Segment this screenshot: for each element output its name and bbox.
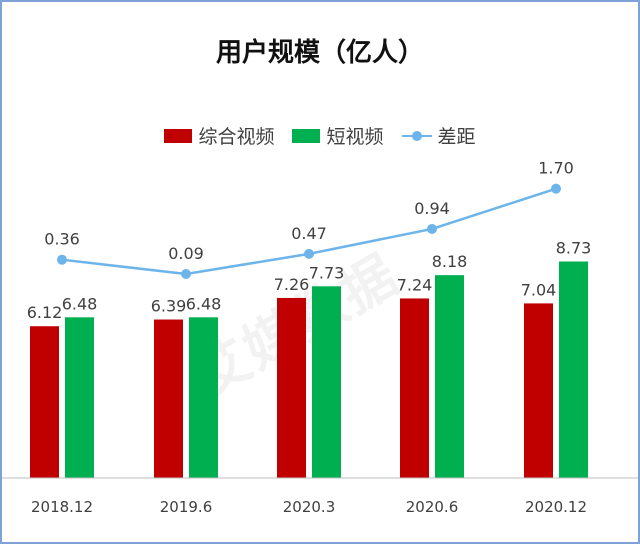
legend-item-comprehensive-video: 综合视频 xyxy=(164,122,274,149)
x-tick-label: 2020.3 xyxy=(283,498,336,516)
data-label-gap: 0.94 xyxy=(414,199,450,218)
legend: 综合视频 短视频 差距 xyxy=(2,122,638,149)
data-label-comprehensive-video: 7.24 xyxy=(397,275,433,294)
data-label-comprehensive-video: 7.26 xyxy=(274,275,310,294)
x-tick-label: 2020.6 xyxy=(406,498,459,516)
data-label-gap: 1.70 xyxy=(538,159,574,178)
x-tick-label: 2018.12 xyxy=(31,498,93,516)
data-label-gap: 0.47 xyxy=(291,224,327,243)
data-label-short-video: 8.18 xyxy=(432,252,468,271)
bar-comprehensive-video xyxy=(277,297,306,478)
bar-comprehensive-video xyxy=(400,298,429,478)
bar-short-video xyxy=(65,317,94,478)
bar-short-video xyxy=(312,286,341,478)
line-point-gap xyxy=(427,223,437,234)
x-tick-label: 2019.6 xyxy=(160,498,213,516)
bar-short-video xyxy=(189,317,218,478)
legend-swatch-short-video xyxy=(292,128,321,143)
bar-comprehensive-video xyxy=(524,303,553,478)
line-point-gap xyxy=(551,183,561,194)
data-label-short-video: 6.48 xyxy=(186,294,222,313)
data-label-gap: 0.09 xyxy=(168,244,204,263)
data-label-comprehensive-video: 6.12 xyxy=(27,303,63,322)
bar-comprehensive-video xyxy=(154,319,183,478)
legend-item-short-video: 短视频 xyxy=(292,122,384,149)
legend-label-short-video: 短视频 xyxy=(326,126,384,148)
bar-comprehensive-video xyxy=(30,326,59,478)
line-point-gap xyxy=(304,248,314,259)
chart-title: 用户规模（亿人） xyxy=(215,38,424,68)
data-label-short-video: 6.48 xyxy=(62,294,98,313)
legend-label-gap: 差距 xyxy=(437,126,476,148)
line-point-gap xyxy=(181,269,191,279)
x-tick-label: 2020.12 xyxy=(525,498,587,516)
line-point-gap xyxy=(57,254,67,265)
data-label-short-video: 7.73 xyxy=(309,263,345,282)
legend-swatch-gap xyxy=(401,129,432,143)
data-label-comprehensive-video: 7.04 xyxy=(521,280,557,299)
bar-short-video xyxy=(559,261,588,478)
data-label-comprehensive-video: 6.39 xyxy=(151,297,187,316)
legend-swatch-comprehensive-video xyxy=(164,128,193,143)
legend-item-gap: 差距 xyxy=(401,122,476,149)
data-label-short-video: 8.73 xyxy=(556,238,592,257)
data-label-gap: 0.36 xyxy=(44,230,80,249)
bar-short-video xyxy=(435,275,464,478)
legend-label-comprehensive-video: 综合视频 xyxy=(198,126,275,148)
